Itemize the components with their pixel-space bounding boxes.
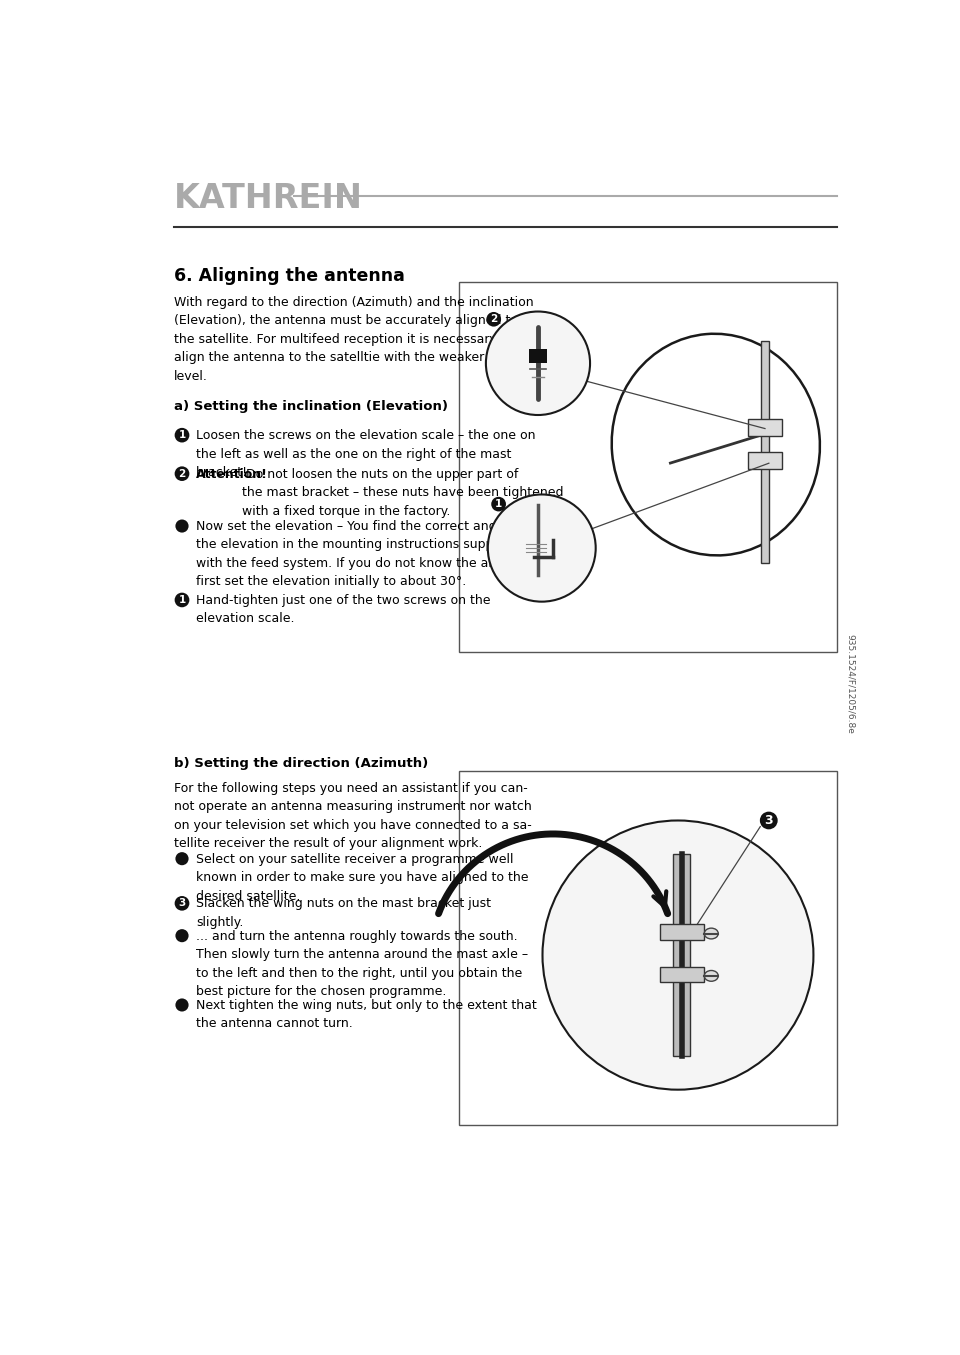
Text: With regard to the direction (Azimuth) and the inclination
(Elevation), the ante: With regard to the direction (Azimuth) a… — [175, 295, 534, 383]
Text: ... and turn the antenna roughly towards the south.
Then slowly turn the antenna: ... and turn the antenna roughly towards… — [196, 930, 528, 999]
Text: 1: 1 — [179, 595, 185, 604]
Text: 935.1524/F/1205/6.8e: 935.1524/F/1205/6.8e — [846, 634, 854, 734]
Ellipse shape — [705, 928, 718, 939]
Text: 6. Aligning the antenna: 6. Aligning the antenna — [175, 267, 405, 285]
Text: Now set the elevation – You find the correct angle of
the elevation in the mount: Now set the elevation – You find the cor… — [196, 520, 524, 588]
Text: Loosen the screws on the elevation scale – the one on
the left as well as the on: Loosen the screws on the elevation scale… — [196, 430, 536, 480]
Text: Attention!: Attention! — [196, 467, 268, 481]
Bar — [660, 966, 704, 982]
Text: 3: 3 — [179, 898, 185, 908]
Text: a) Setting the inclination (Elevation): a) Setting the inclination (Elevation) — [175, 400, 448, 413]
Text: KATHREIN: KATHREIN — [175, 182, 363, 214]
Circle shape — [176, 999, 188, 1012]
Circle shape — [760, 812, 778, 829]
Text: 1: 1 — [179, 430, 185, 440]
Circle shape — [175, 428, 189, 443]
Circle shape — [175, 466, 189, 481]
Circle shape — [488, 495, 596, 602]
Bar — [529, 350, 547, 363]
Text: 1: 1 — [495, 499, 502, 509]
Circle shape — [486, 312, 590, 415]
FancyBboxPatch shape — [459, 282, 837, 652]
Text: Next tighten the wing nuts, but only to the extent that
the antenna cannot turn.: Next tighten the wing nuts, but only to … — [196, 999, 537, 1030]
Bar — [673, 854, 690, 1056]
Ellipse shape — [705, 970, 718, 981]
Bar — [748, 451, 782, 469]
Bar — [748, 419, 782, 436]
Text: b) Setting the direction (Azimuth): b) Setting the direction (Azimuth) — [175, 757, 428, 770]
Text: Slacken the wing nuts on the mast bracket just
slightly.: Slacken the wing nuts on the mast bracke… — [196, 897, 491, 928]
Circle shape — [487, 312, 501, 327]
Text: Hand-tighten just one of the two screws on the
elevation scale.: Hand-tighten just one of the two screws … — [196, 593, 491, 625]
Text: 2: 2 — [491, 314, 497, 324]
Circle shape — [175, 592, 189, 607]
Circle shape — [542, 821, 813, 1089]
Bar — [761, 341, 769, 562]
Bar — [660, 924, 704, 939]
Text: 3: 3 — [764, 814, 773, 827]
Circle shape — [176, 519, 188, 533]
FancyBboxPatch shape — [459, 771, 837, 1125]
Text: 2: 2 — [179, 469, 185, 478]
Circle shape — [175, 896, 189, 911]
Circle shape — [176, 852, 188, 866]
Text: Select on your satellite receiver a programme well
known in order to make sure y: Select on your satellite receiver a prog… — [196, 852, 528, 902]
Text: For the following steps you need an assistant if you can-
not operate an antenna: For the following steps you need an assi… — [175, 782, 532, 850]
Circle shape — [176, 930, 188, 942]
Circle shape — [492, 497, 506, 511]
Text: Do not loosen the nuts on the upper part of
the mast bracket – these nuts have b: Do not loosen the nuts on the upper part… — [242, 467, 564, 518]
